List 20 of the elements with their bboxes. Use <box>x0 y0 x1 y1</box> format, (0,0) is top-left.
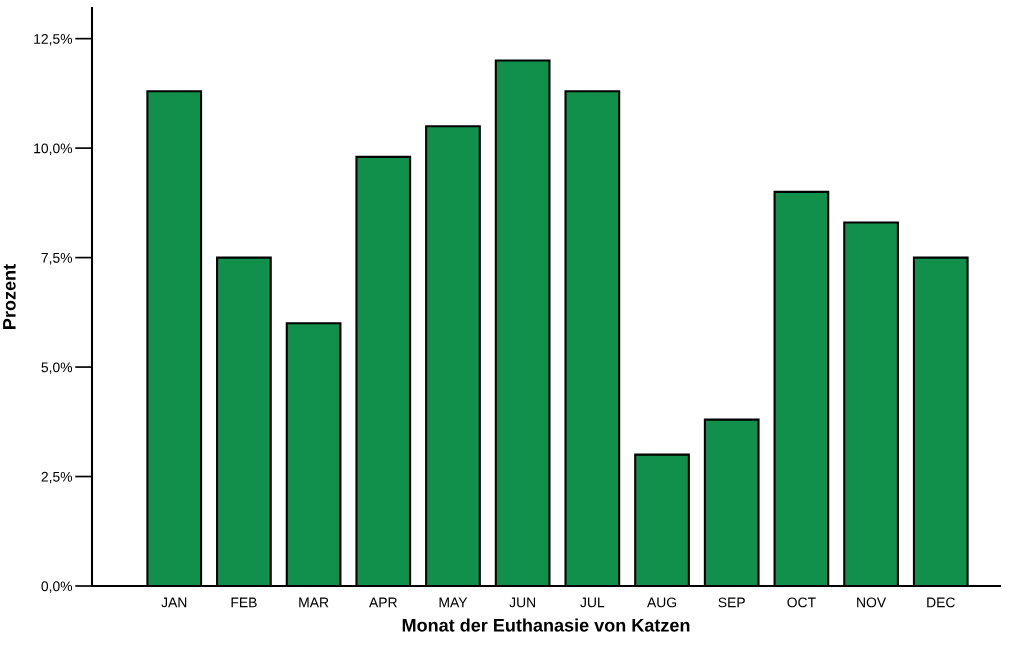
x-tick-label: FEB <box>231 597 257 608</box>
x-tick-label: JAN <box>161 597 187 608</box>
y-axis-title: Prozent <box>3 264 16 329</box>
x-tick-label: MAY <box>439 597 468 608</box>
y-tick-label: 12,5% <box>34 33 73 46</box>
y-tick-label: 7,5% <box>41 252 73 265</box>
y-tick-label: 5,0% <box>41 362 73 374</box>
y-tick-label: 10,0% <box>34 143 73 155</box>
x-tick-label: AUG <box>647 597 677 608</box>
x-tick-label: SEP <box>718 597 745 608</box>
x-tick-label: DEC <box>927 597 955 608</box>
x-axis-title: Monat der Euthanasie von Katzen <box>402 618 690 632</box>
x-tick-label: APR <box>369 597 397 608</box>
x-tick-label: MAR <box>299 597 329 608</box>
x-tick-label: JUN <box>509 597 536 608</box>
x-tick-label: JUL <box>580 597 605 608</box>
x-tick-label: NOV <box>857 597 887 608</box>
y-tick-label: 0,0% <box>41 581 73 593</box>
x-tick-label: OCT <box>787 597 816 608</box>
y-tick-label: 2,5% <box>41 471 73 484</box>
